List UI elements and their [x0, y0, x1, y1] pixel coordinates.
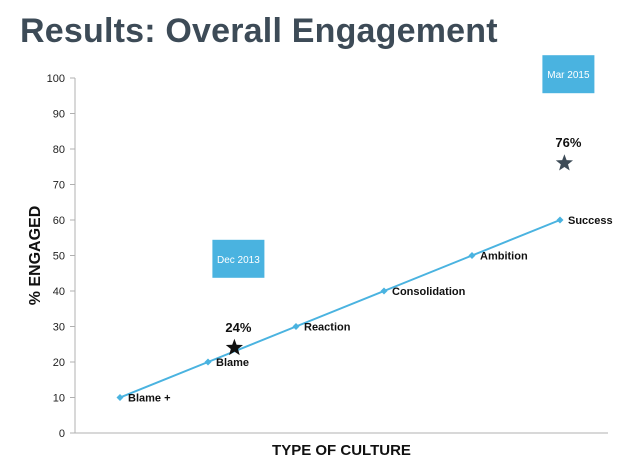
point-label: Reaction [304, 322, 351, 334]
page-title: Results: Overall Engagement [20, 12, 498, 50]
y-tick-label: 20 [53, 357, 65, 369]
y-tick-label: 0 [59, 428, 65, 440]
annotation-value-label: 24% [225, 320, 251, 335]
data-point-marker [556, 216, 564, 224]
data-point-marker [380, 287, 388, 295]
star-marker [225, 338, 243, 356]
data-point-marker [468, 252, 476, 259]
y-tick-label: 40 [53, 286, 65, 298]
y-tick-label: 10 [53, 393, 65, 405]
y-tick-labels: 0 10 20 30 40 50 60 70 80 90 100 [47, 73, 75, 440]
annotation-date-label: Dec 2013 [217, 255, 260, 266]
y-tick-label: 60 [53, 215, 65, 227]
data-point-marker [116, 394, 124, 401]
annotation-value-label: 76% [555, 135, 581, 150]
x-axis-label: TYPE OF CULTURE [272, 442, 411, 459]
annotation: Mar 2015 76% [542, 55, 595, 171]
chart-axes [74, 78, 608, 434]
y-axis-label: % ENGAGED [27, 206, 44, 306]
point-labels: Blame + Blame Reaction Consolidation Ambitio… [128, 215, 613, 405]
point-label: Consolidation [392, 286, 466, 298]
y-tick-label: 80 [53, 144, 65, 156]
y-tick-label: 70 [53, 180, 65, 192]
star-marker [555, 154, 573, 171]
annotation-box [212, 239, 265, 278]
point-label: Success [568, 215, 613, 227]
annotations: Dec 2013 24% Mar 2015 76% [212, 55, 595, 356]
point-label: Blame + [128, 393, 171, 405]
y-tick-label: 30 [53, 322, 65, 334]
point-label: Ambition [480, 251, 528, 263]
annotation-date-label: Mar 2015 [547, 70, 590, 81]
data-point-marker [292, 323, 300, 330]
data-point-marker [204, 358, 212, 366]
series-line [119, 219, 561, 399]
y-tick-label: 100 [47, 73, 65, 85]
y-tick-label: 90 [53, 109, 65, 121]
y-tick-label: 50 [53, 251, 65, 263]
series-layer [116, 216, 564, 401]
annotation-box [542, 55, 595, 94]
annotation: Dec 2013 24% [212, 239, 265, 356]
point-label: Blame [216, 357, 249, 369]
